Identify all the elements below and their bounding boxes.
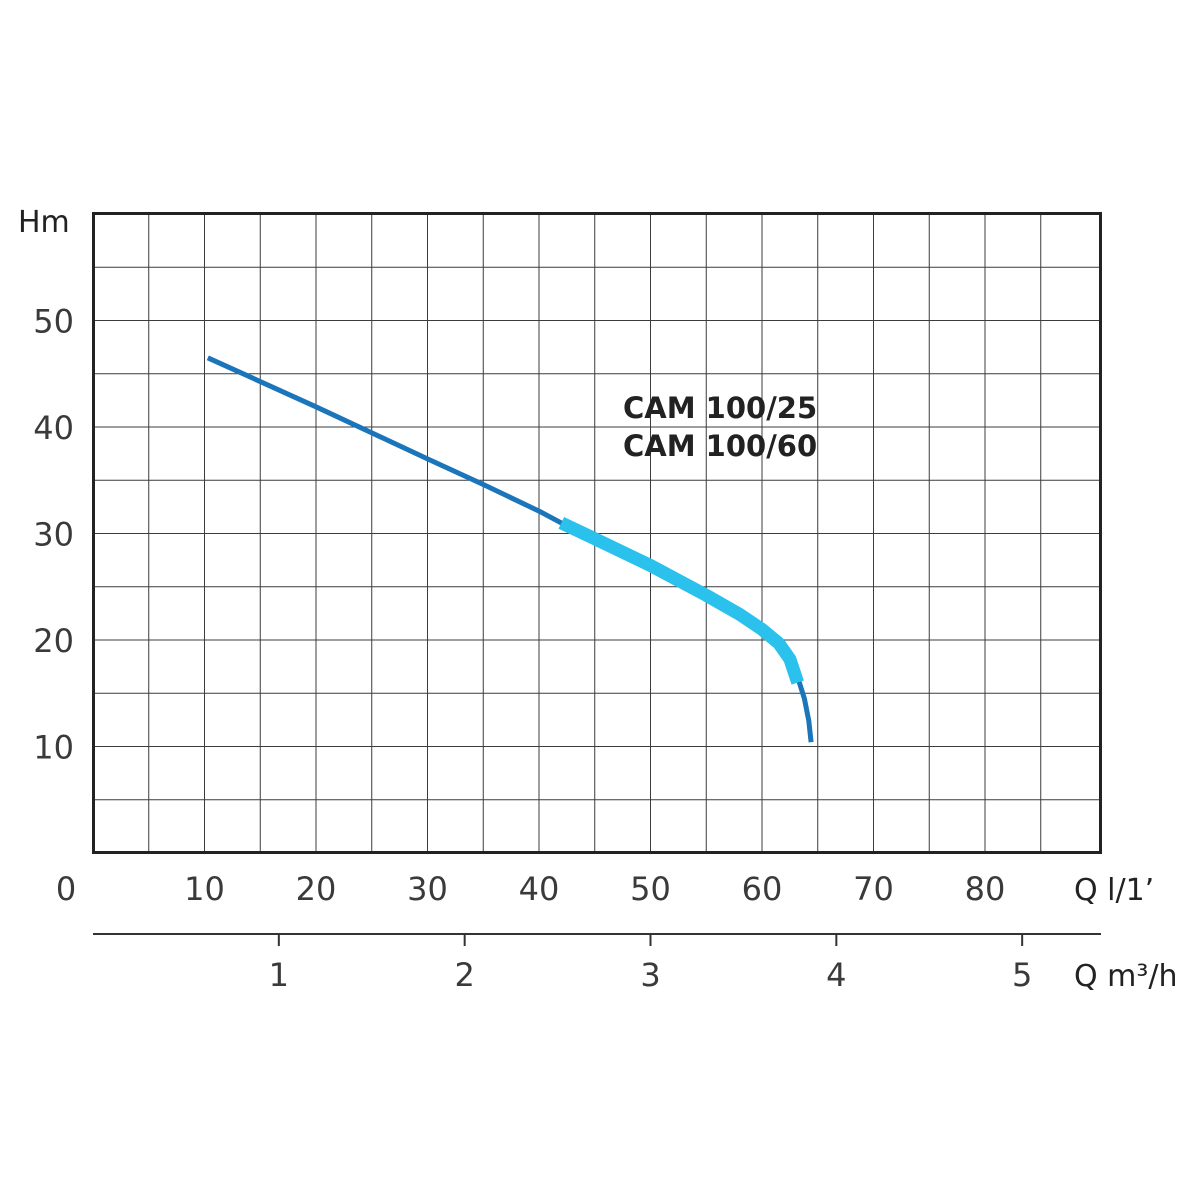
y-tick-label: 20 — [33, 622, 74, 660]
y-tick-label: 50 — [33, 303, 74, 341]
secondary-x-tick-label: 1 — [269, 956, 289, 994]
secondary-x-tick-label: 4 — [826, 956, 846, 994]
secondary-x-axis-label: Q m³/h — [1074, 959, 1178, 994]
secondary-x-tick-labels: 1 2 3 4 5 — [269, 934, 1032, 994]
operating-range-curve — [558, 517, 804, 685]
x-tick-label: 30 — [407, 870, 448, 908]
secondary-x-tick-label: 3 — [640, 956, 660, 994]
y-axis-label: Hm — [18, 205, 70, 240]
grid — [93, 213, 1101, 853]
x-tick-label: 20 — [296, 870, 337, 908]
x-tick-label: 80 — [965, 870, 1006, 908]
x-tick-label: 0 — [56, 870, 76, 908]
x-tick-label: 10 — [184, 870, 225, 908]
x-tick-labels: 0 10 20 30 40 50 60 70 80 — [56, 870, 1006, 908]
y-tick-label: 10 — [33, 729, 74, 767]
x-tick-label: 60 — [742, 870, 783, 908]
y-tick-labels: 10 20 30 40 50 — [33, 303, 74, 767]
x-tick-label: 50 — [630, 870, 671, 908]
x-tick-label: 40 — [519, 870, 560, 908]
model-label-1: CAM 100/25 — [623, 391, 817, 425]
model-label-2: CAM 100/60 — [623, 429, 817, 463]
plot-frame — [92, 212, 1102, 854]
x-axis-label: Q l/1’ — [1074, 873, 1154, 908]
y-tick-label: 30 — [33, 516, 74, 554]
secondary-x-tick-label: 5 — [1012, 956, 1032, 994]
curve-layer — [206, 355, 814, 743]
secondary-x-tick-label: 2 — [454, 956, 474, 994]
x-tick-label: 70 — [853, 870, 894, 908]
y-tick-label: 40 — [33, 409, 74, 447]
